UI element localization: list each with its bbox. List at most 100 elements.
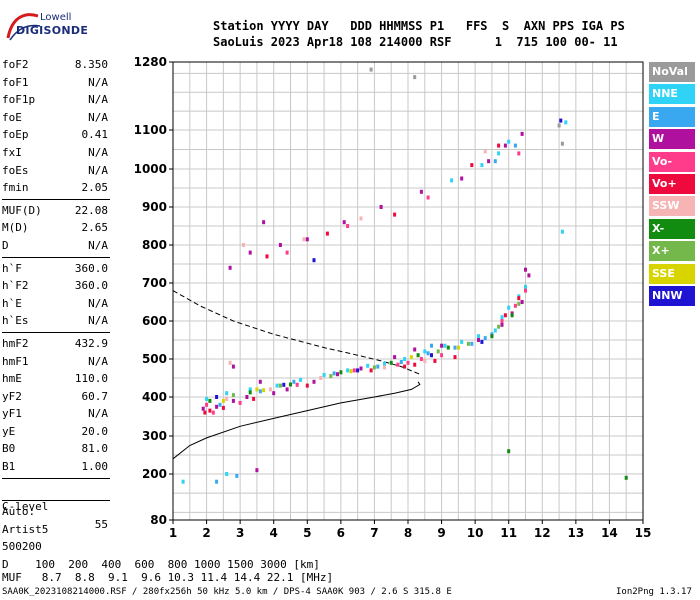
echo-point-nne [205,396,209,401]
echo-point-x [289,382,292,387]
echo-point-vo [396,362,400,367]
echo-point-x [208,398,212,403]
profile-line-dashed [172,290,420,375]
echo-point-x [624,475,628,480]
param-label: h`E [2,296,22,310]
echo-point-vo [352,368,356,373]
param-row-hme: hmE 110.0 [2,370,110,388]
x-tick-label: 3 [236,526,244,540]
echo-point-x [389,360,393,365]
echo-point-vo [252,396,256,401]
echo-point-w [248,250,252,255]
param-row-hes: h`Es N/A [2,312,110,330]
x-tick-label: 9 [437,526,445,540]
param-label: fmin [2,181,29,195]
param-row-d: D N/A [2,237,110,255]
profile-line-solid [172,381,421,460]
param-row-hmf2: hmF2 432.9 [2,335,110,353]
param-label: MUF(D) [2,203,42,217]
param-row-yf1: yF1 N/A [2,405,110,423]
echo-point-nne [275,383,279,388]
echo-point-w [487,159,491,164]
param-label: yF1 [2,407,22,421]
echo-point-vo [419,357,423,361]
param-row-b1: B1 1.00 [2,458,110,476]
param-row-fof1: foF1 N/A [2,74,110,92]
y-tick-label: 800 [142,238,167,252]
param-value: N/A [88,145,108,159]
echo-point-nne [480,163,484,168]
echo-point-nne [460,339,464,344]
echo-point-vo [517,151,521,156]
echo-point-w [201,406,205,411]
profile-curves [172,290,421,460]
echo-point-vo [406,360,410,365]
echo-point-nne [366,363,370,368]
param-row-mufd: MUF(D) 22.08 [2,202,110,220]
legend-item-x: X- [649,218,695,239]
logo-text-digisonde: DIGISONDE [16,24,89,37]
echo-point-w [477,338,480,342]
echo-point-e [430,343,433,348]
echo-point-x [231,393,235,398]
y-tick-label: 1000 [134,162,167,176]
param-row-fxi: fxI N/A [2,144,110,162]
echo-point-e [218,402,222,407]
param-label: yE [2,424,16,438]
echo-point-vo [403,364,407,369]
echo-point-nne [346,368,350,373]
x-tick-label: 5 [303,526,311,540]
echo-point-sse [255,387,259,392]
echo-point-nne [524,284,527,289]
echo-point-w [500,322,504,327]
param-label: foEs [2,163,29,177]
param-row-yf2: yF2 60.7 [2,388,110,406]
echo-point-w [228,265,232,270]
echo-point-vo [238,400,242,405]
echo-point-vo [221,405,225,410]
separator [2,256,110,258]
param-value: N/A [88,75,108,89]
param-label: hmF2 [2,336,29,350]
scaled-parameters: foF2 8.350 foF1 N/A foF1p N/A foE N/A foEp 0.41 fx… [2,56,110,556]
echo-point-w [342,220,346,225]
separator [2,198,110,200]
echo-point-sse [221,398,225,403]
x-tick-label: 12 [534,526,551,540]
echo-point-nne [443,343,447,348]
echo-point-w [527,273,531,278]
y-tick-label: 80 [150,513,167,527]
echo-point-vo [285,250,289,255]
echo-point-w [285,387,289,392]
echo-point-e [483,336,487,341]
param-label: D [2,238,9,252]
echo-point-x [466,341,470,346]
echo-point-vo [205,402,209,407]
echo-point-ssw [225,396,229,401]
param-label: h`Es [2,314,29,328]
param-value: 55 [94,517,108,531]
echo-point-w [312,379,316,384]
param-row-md: M(D) 2.65 [2,219,110,237]
x-tick-label: 8 [404,526,412,540]
param-value: N/A [88,354,108,368]
x-tick-label: 14 [601,526,618,540]
x-tick-label: 2 [202,526,210,540]
echo-point-w [278,243,282,247]
param-label: hmE [2,372,22,386]
echo-point-noval [369,67,373,72]
echo-point-w [272,391,276,396]
param-value: 360.0 [74,261,108,275]
param-value: 22.08 [74,203,108,217]
param-row-foes: foEs N/A [2,162,110,180]
param-value: N/A [88,407,108,421]
echo-point-vo [393,212,397,217]
y-tick-label: 1280 [134,55,167,69]
param-label: fxI [2,145,22,159]
param-value: 60.7 [81,389,109,403]
echo-point-ssw [242,243,245,247]
param-value: 1.00 [81,460,109,474]
separator [2,500,110,502]
echo-point-ssw [302,237,306,242]
